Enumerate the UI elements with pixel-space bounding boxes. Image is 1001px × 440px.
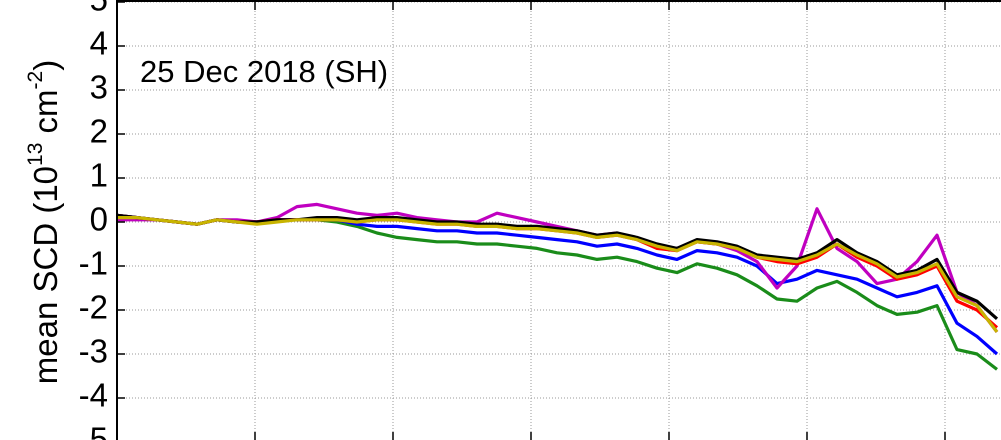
y-tick-label: 4 [90, 25, 108, 62]
series-line [117, 216, 999, 333]
y-tick-label: -4 [79, 377, 108, 414]
y-tick-label: 5 [90, 0, 108, 18]
lines [116, 202, 999, 371]
y-tick-label: -1 [79, 245, 108, 282]
annotation: 25 Dec 2018 (SH) [140, 54, 388, 89]
y-tick-label: 1 [90, 157, 108, 194]
y-tick-label: 2 [90, 113, 108, 150]
y-tick-label: 0 [90, 201, 108, 238]
y-axis-label: mean SCD (1013 cm-2) [24, 60, 64, 384]
y-tick-label: 3 [90, 69, 108, 106]
y-tick-label: -3 [79, 333, 108, 370]
y-label-sup: 13 [24, 143, 47, 166]
y-label-part: cm [27, 89, 64, 142]
series-line [116, 213, 999, 321]
y-label-sup: -2 [24, 71, 47, 90]
y-label-part: ) [27, 60, 64, 71]
axes: -5 -4 -3 -2 -1 0 1 2 3 4 5 [79, 0, 1001, 440]
y-tick-label: -2 [79, 289, 108, 326]
y-tick-label: -5 [79, 421, 108, 440]
series-line [116, 213, 999, 356]
y-label-part: mean SCD (10 [27, 166, 64, 384]
